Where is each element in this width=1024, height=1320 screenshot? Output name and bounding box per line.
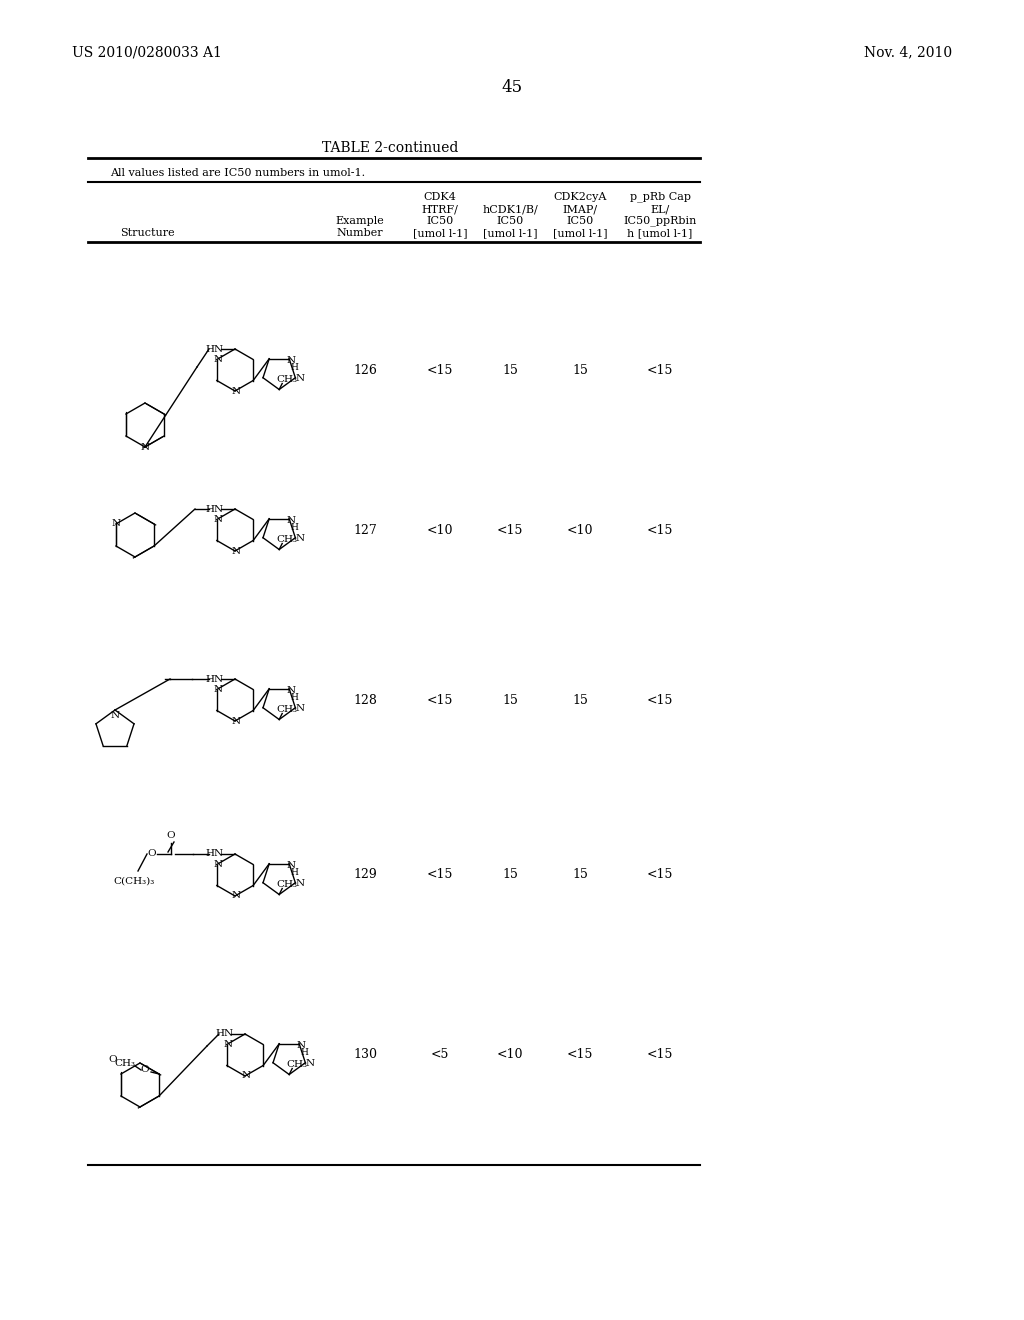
Text: <15: <15 [647, 869, 673, 882]
Text: CH₃: CH₃ [276, 535, 298, 544]
Text: N: N [296, 879, 305, 888]
Text: <15: <15 [427, 363, 454, 376]
Text: N: N [297, 1041, 306, 1051]
Text: O: O [109, 1056, 118, 1064]
Text: H: H [290, 693, 298, 702]
Text: HTRF/: HTRF/ [422, 205, 459, 214]
Text: IC50: IC50 [566, 216, 594, 226]
Text: HN: HN [206, 345, 224, 354]
Text: CH₃: CH₃ [276, 375, 298, 384]
Text: CH₃: CH₃ [276, 880, 298, 888]
Text: N: N [213, 861, 222, 869]
Text: <15: <15 [497, 524, 523, 536]
Text: N: N [213, 355, 222, 364]
Text: HN: HN [206, 850, 224, 858]
Text: 15: 15 [502, 693, 518, 706]
Text: N: N [287, 861, 296, 870]
Text: HN: HN [206, 675, 224, 684]
Text: N: N [213, 685, 222, 694]
Text: N: N [287, 686, 296, 696]
Text: <10: <10 [566, 524, 593, 536]
Text: N: N [140, 442, 150, 451]
Text: H: H [300, 1048, 308, 1057]
Text: p_pRb Cap: p_pRb Cap [630, 191, 690, 202]
Text: CDK2cyA: CDK2cyA [553, 191, 606, 202]
Text: N: N [296, 535, 305, 544]
Text: Nov. 4, 2010: Nov. 4, 2010 [864, 45, 952, 59]
Text: N: N [296, 375, 305, 383]
Text: 15: 15 [502, 363, 518, 376]
Text: hCDK1/B/: hCDK1/B/ [482, 205, 538, 214]
Text: EL/: EL/ [650, 205, 670, 214]
Text: 129: 129 [353, 869, 377, 882]
Text: 15: 15 [572, 363, 588, 376]
Text: N: N [223, 1040, 232, 1049]
Text: <10: <10 [427, 524, 454, 536]
Text: Number: Number [337, 228, 383, 238]
Text: N: N [287, 516, 296, 525]
Text: N: N [231, 891, 241, 900]
Text: H: H [290, 869, 298, 878]
Text: H: H [290, 363, 298, 372]
Text: CH₃: CH₃ [287, 1060, 307, 1069]
Text: N: N [231, 546, 241, 556]
Text: O: O [140, 1065, 150, 1074]
Text: N: N [231, 387, 241, 396]
Text: C(CH₃)₃: C(CH₃)₃ [114, 876, 155, 886]
Text: Example: Example [336, 216, 384, 226]
Text: CH₃: CH₃ [276, 705, 298, 714]
Text: <15: <15 [427, 869, 454, 882]
Text: N: N [287, 356, 296, 366]
Text: N: N [231, 717, 241, 726]
Text: All values listed are IC50 numbers in umol-1.: All values listed are IC50 numbers in um… [110, 168, 366, 178]
Text: H: H [290, 523, 298, 532]
Text: US 2010/0280033 A1: US 2010/0280033 A1 [72, 45, 222, 59]
Text: HN: HN [206, 504, 224, 513]
Text: <15: <15 [647, 363, 673, 376]
Text: CDK4: CDK4 [424, 191, 457, 202]
Text: [umol l-1]: [umol l-1] [482, 228, 538, 238]
Text: 15: 15 [502, 869, 518, 882]
Text: N: N [112, 520, 121, 528]
Text: [umol l-1]: [umol l-1] [413, 228, 467, 238]
Text: 15: 15 [572, 693, 588, 706]
Text: TABLE 2-continued: TABLE 2-continued [322, 141, 458, 154]
Text: <15: <15 [647, 693, 673, 706]
Text: N: N [242, 1072, 251, 1081]
Text: IMAP/: IMAP/ [562, 205, 598, 214]
Text: <5: <5 [431, 1048, 450, 1061]
Text: <15: <15 [647, 524, 673, 536]
Text: 130: 130 [353, 1048, 377, 1061]
Text: 127: 127 [353, 524, 377, 536]
Text: h [umol l-1]: h [umol l-1] [628, 228, 692, 238]
Text: CH₃: CH₃ [115, 1060, 135, 1068]
Text: HN: HN [216, 1030, 234, 1039]
Text: <15: <15 [427, 693, 454, 706]
Text: N: N [306, 1059, 315, 1068]
Text: O: O [147, 850, 157, 858]
Text: N: N [111, 711, 120, 721]
Text: [umol l-1]: [umol l-1] [553, 228, 607, 238]
Text: 45: 45 [502, 79, 522, 96]
Text: N: N [213, 515, 222, 524]
Text: N: N [296, 705, 305, 713]
Text: IC50: IC50 [497, 216, 523, 226]
Text: IC50_ppRbin: IC50_ppRbin [624, 215, 696, 226]
Text: Structure: Structure [120, 228, 175, 238]
Text: IC50: IC50 [426, 216, 454, 226]
Text: <15: <15 [567, 1048, 593, 1061]
Text: 15: 15 [572, 869, 588, 882]
Text: O: O [167, 832, 175, 841]
Text: 126: 126 [353, 363, 377, 376]
Text: <10: <10 [497, 1048, 523, 1061]
Text: 128: 128 [353, 693, 377, 706]
Text: <15: <15 [647, 1048, 673, 1061]
